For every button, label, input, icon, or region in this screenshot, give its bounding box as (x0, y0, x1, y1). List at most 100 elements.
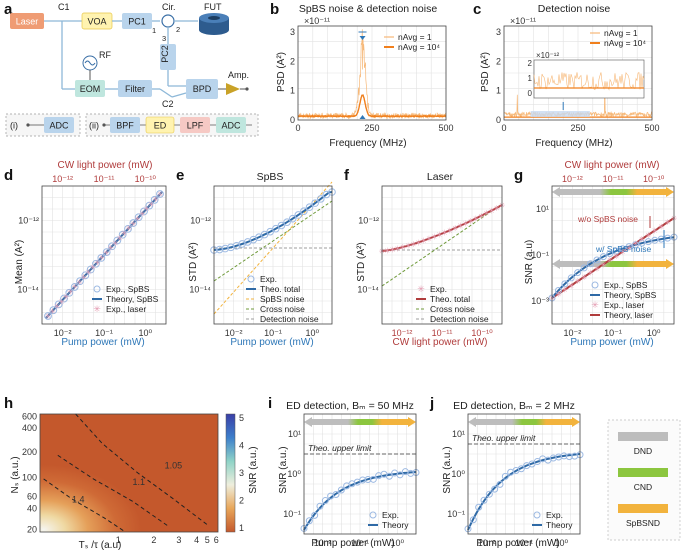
chart-h-colorbar-tick-3: 4 (239, 441, 244, 451)
chart-b-ytick-1: 1 (290, 86, 295, 96)
chart-h-xtick-1: 2 (151, 535, 156, 545)
bpd-label: BPD (193, 84, 212, 94)
panel-label-e: e (176, 167, 184, 184)
chart-i-exp-point-7 (337, 486, 345, 494)
chart-e-legend-marker-0 (247, 275, 255, 283)
lpf-block (180, 117, 210, 133)
chart-d-exp-spbs-point-12 (108, 242, 116, 251)
chart-i-exp-point-11 (359, 476, 367, 484)
chart-d-exp-spbs-point-11 (102, 248, 111, 256)
chart-d-exp-spbs-point-21 (156, 190, 164, 198)
chart-e-legend-label-0: Exp. (260, 274, 277, 284)
chart-b-ytick-2: 2 (290, 56, 295, 66)
chart-d-exp-spbs-point-2 (54, 300, 63, 309)
chart-j-exp-point-2 (475, 503, 483, 511)
panel-a: a Laser C1 VOA PC1 Cir. 1 2 3 FUT PC2 (4, 1, 259, 137)
chart-g-exp-laser-point-6: ✳ (587, 269, 594, 278)
chart-d-exp-spbs-point-14 (118, 230, 127, 239)
bpd-block (186, 79, 218, 99)
chart-f-exp-point-17: ✳ (467, 217, 474, 226)
chart-f-exp-point-16: ✳ (462, 219, 469, 228)
panel-d: d CW light power (mW) ✳✳✳✳✳✳✳✳✳✳✳✳✳✳✳✳✳✳… (4, 160, 167, 348)
chart-g-exp-laser-point-12: ✳ (626, 243, 633, 252)
chart-i-frame (303, 413, 417, 535)
chart-g-exp-laser-point-1: ✳ (555, 290, 562, 299)
chart-d-exp-laser-point-19: ✳ (130, 219, 137, 228)
chart-i-legend-label-1: Theory (382, 520, 409, 530)
chart-h-colorbar (225, 413, 236, 533)
chart-f-xtick-2: 10⁻¹⁰ (471, 328, 493, 338)
chart-e-ytick-1: 10⁻¹² (190, 216, 211, 226)
chart-d-xtick-2: 10⁰ (139, 328, 153, 338)
chart-i-exp-point-2 (311, 511, 319, 519)
chart-f-xtick-1: 10⁻¹¹ (432, 328, 453, 338)
chart-g-exp-spbs-point-15 (644, 238, 652, 246)
chart-g-band-left-arrow-0 (552, 187, 560, 197)
chart-g-ytick-2: 10¹ (536, 204, 549, 214)
chart-j-xtick-1: 10⁻¹ (515, 538, 533, 548)
chart-c-inset-frame (533, 59, 645, 99)
chart-c-xtick-0: 0 (501, 123, 506, 133)
chart-h-colorbar-tick-2: 3 (239, 468, 244, 478)
chart-j-title: ED detection, Bₘ = 2 MHz (453, 400, 575, 412)
chart-i-ytick-2: 10¹ (288, 429, 301, 439)
chart-b-xtick-1: 250 (364, 123, 379, 133)
chart-h-xtick-4: 5 (205, 535, 210, 545)
panel-c: c Detection noise ×10⁻¹¹ ×10⁻¹² 0 1 2 0 250 50… (473, 1, 660, 149)
chart-d-legend-marker-2: ✳ (93, 304, 101, 314)
chart-d-exp-spbs-point-3 (60, 294, 68, 303)
chart-c-title: Detection noise (538, 3, 611, 15)
chart-d-exp-spbs-point-13 (113, 236, 122, 245)
chart-g-theory-laser-line (551, 217, 675, 299)
panel-i: i ED detection, Bₘ = 50 MHz Theo. upper … (268, 395, 420, 549)
chart-g-exp-laser-point-17: ✳ (658, 222, 665, 231)
chart-i-xtick-1: 10⁻¹ (351, 538, 369, 548)
chart-g-band-left-arrow-1 (552, 259, 560, 269)
chart-e-title: SpBS (257, 171, 284, 183)
chart-f-exp-point-7: ✳ (415, 238, 422, 247)
chart-g-region-band-1 (558, 261, 668, 267)
chart-f-exp-point-3: ✳ (394, 244, 401, 253)
lpf-label: LPF (187, 121, 204, 131)
chart-e-exp-point-17 (305, 203, 314, 212)
chart-i-plot: Theo. upper limit 10⁻² 10⁻¹ 10⁰ 10⁻¹ 10⁰ 10¹ Ex… (283, 413, 420, 548)
chart-e-exp-point-15 (294, 211, 303, 219)
chart-b-legend-label-1: nAvg = 10⁴ (398, 42, 440, 52)
chart-d-exp-laser-point-8: ✳ (80, 273, 87, 282)
chart-g-exp-spbs-point-5 (580, 264, 588, 272)
chart-d-legend-label-0: Exp., SpBS (106, 284, 150, 294)
port-c2: C2 (162, 99, 174, 109)
chart-b-xlabel: Frequency (MHz) (329, 138, 406, 149)
chart-d-exp-spbs-point-17 (134, 213, 143, 222)
filter-label: Filter (125, 84, 145, 94)
chart-h-ylabel: Nₛ (a.u.) (10, 456, 21, 493)
chart-e-xtick-0: 10⁻² (225, 328, 243, 338)
chart-g-exp-laser-point-8: ✳ (600, 260, 607, 269)
chart-d-exp-spbs-point-18 (140, 207, 148, 216)
amp-label: Amp. (228, 70, 249, 80)
chart-i-xtick-0: 10⁻² (314, 538, 332, 548)
region-legend: DND CND SpBSND (607, 419, 681, 541)
panel-label-d: d (4, 167, 13, 184)
chart-f-cross-noise-line (381, 203, 503, 287)
chart-c-legend-label-1: nAvg = 10⁴ (604, 38, 646, 48)
chart-i-band-right-arrow (408, 417, 416, 427)
ed-label: ED (154, 121, 167, 131)
chart-d-exp-laser-point-13: ✳ (103, 249, 110, 258)
chart-f-exp-point-11: ✳ (436, 231, 443, 240)
chart-h-contour-label-1: 1.1 (133, 477, 146, 487)
chart-f-exp-point-13: ✳ (446, 226, 453, 235)
chart-g-xtick-top-1: 10⁻¹¹ (603, 174, 624, 184)
chart-c-xtick-1: 250 (570, 123, 585, 133)
chart-e-exp-point-13 (283, 218, 291, 226)
panel-label-h: h (4, 395, 13, 412)
chart-i-band-left-arrow (304, 417, 312, 427)
chart-e-xtick-2: 10⁰ (306, 328, 320, 338)
chart-h-ytick-3: 100 (22, 473, 37, 483)
chart-e-frame (213, 185, 333, 325)
legend-label-cnd: CND (634, 482, 652, 492)
chart-g-exp-spbs-point-12 (625, 243, 633, 251)
chart-d-exp-spbs-point-20 (150, 195, 159, 204)
chart-h-xtick-0: 1 (116, 535, 121, 545)
